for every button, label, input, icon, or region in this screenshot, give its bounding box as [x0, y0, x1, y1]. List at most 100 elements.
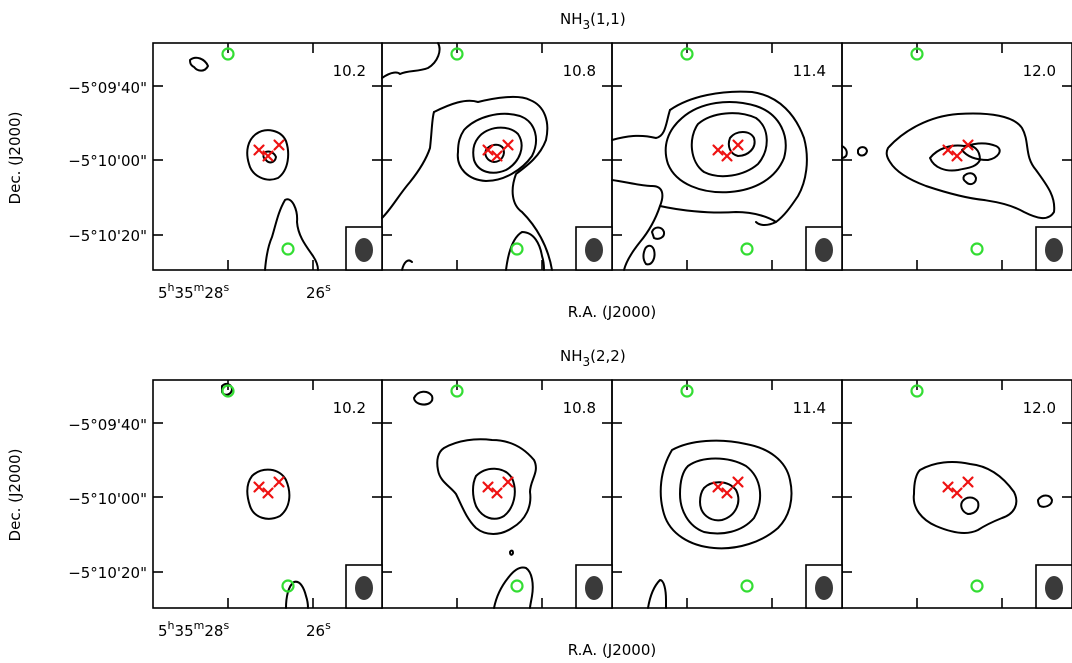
row1-x-tick-label: 26s: [306, 281, 331, 302]
contour: [472, 126, 523, 174]
reference-circle: [510, 579, 524, 593]
contour: [264, 198, 319, 271]
cross-stroke: [721, 487, 733, 499]
reference-circle: [510, 242, 524, 256]
reference-circle: [281, 242, 295, 256]
source-cross: [273, 139, 285, 151]
contour: [436, 438, 537, 535]
row2-y-tick-label: −5°10'00": [68, 490, 147, 508]
cross-stroke: [712, 481, 724, 493]
cross-stroke: [491, 487, 503, 499]
beam-markers: [345, 226, 1072, 609]
source-cross: [712, 481, 724, 493]
cross-stroke: [732, 139, 744, 151]
source-cross: [253, 144, 265, 156]
contour: [611, 109, 671, 141]
source-cross: [482, 144, 494, 156]
source-cross: [491, 150, 503, 162]
contour: [246, 468, 291, 520]
source-cross: [951, 487, 963, 499]
source-cross: [942, 481, 954, 493]
contour: [690, 112, 768, 178]
velocity-label: 12.0: [1023, 399, 1056, 417]
source-cross: [732, 476, 744, 488]
reference-circle: [970, 242, 984, 256]
contour: [912, 461, 1018, 534]
row2-y-axis-label: Dec. (J2000): [6, 449, 24, 542]
contour: [413, 390, 434, 406]
reference-markers: [221, 47, 984, 593]
contour: [484, 143, 505, 163]
reference-circle: [910, 47, 924, 61]
velocity-label: 10.2: [333, 62, 366, 80]
contour: [189, 56, 209, 72]
contour: [647, 579, 668, 609]
row1-x-tick-label: 5h35m28s: [158, 281, 229, 302]
contour: [1037, 494, 1053, 508]
contour: [960, 496, 980, 515]
velocity-label: 12.0: [1023, 62, 1056, 80]
reference-circle: [680, 47, 694, 61]
contour: [857, 146, 868, 157]
contour: [659, 439, 793, 550]
beam-box: [805, 226, 843, 271]
reference-circle: [910, 384, 924, 398]
cross-stroke: [253, 481, 265, 493]
contour: [246, 129, 290, 181]
source-cross: [502, 139, 514, 151]
cross-stroke: [962, 139, 974, 151]
source-cross: [273, 476, 285, 488]
contour: [885, 112, 1056, 219]
contour: [962, 172, 977, 186]
row2-y-tick-label: −5°09'40": [68, 416, 147, 434]
cross-stroke: [491, 150, 503, 162]
panel-r1-c2: 10.8: [381, 42, 613, 271]
panel-r2-c4: 12.0: [841, 379, 1072, 609]
cross-stroke: [502, 139, 514, 151]
beam-ellipse: [585, 576, 603, 600]
beam-box: [1035, 564, 1072, 609]
cross-stroke: [951, 150, 963, 162]
contour: [727, 131, 756, 157]
cross-stroke: [962, 476, 974, 488]
row1-y-tick-label: −5°10'20": [68, 227, 147, 245]
contour: [679, 457, 762, 535]
reference-circle: [680, 384, 694, 398]
beam-ellipse: [815, 238, 833, 262]
source-cross: [732, 139, 744, 151]
beam-ellipse: [355, 238, 373, 262]
row2-x-tick-label: 26s: [306, 619, 331, 640]
panel-r2-c3: 11.4: [611, 379, 843, 609]
contour: [642, 244, 656, 266]
source-cross: [491, 487, 503, 499]
contour: [699, 481, 740, 522]
beam-ellipse: [1045, 576, 1063, 600]
velocity-label: 11.4: [793, 399, 826, 417]
contour: [472, 467, 516, 520]
cross-stroke: [262, 150, 274, 162]
contour: [659, 205, 777, 223]
row1-y-axis-label: Dec. (J2000): [6, 112, 24, 205]
beam-ellipse: [355, 576, 373, 600]
cross-stroke: [262, 487, 274, 499]
cross-stroke: [942, 481, 954, 493]
source-cross: [721, 487, 733, 499]
source-cross: [253, 481, 265, 493]
velocity-label: 10.2: [333, 399, 366, 417]
beam-ellipse: [1045, 238, 1063, 262]
source-cross: [962, 476, 974, 488]
reference-circle: [740, 242, 754, 256]
reference-circle: [740, 579, 754, 593]
contour: [381, 42, 441, 79]
row1-y-tick-label: −5°09'40": [68, 79, 147, 97]
row2-x-tick-label: 5h35m28s: [158, 619, 229, 640]
row1-y-tick-label: −5°10'00": [68, 152, 147, 170]
contour: [961, 142, 1001, 161]
contour: [664, 101, 787, 194]
contour: [381, 111, 435, 219]
reference-circle: [281, 579, 295, 593]
contour: [651, 226, 666, 240]
row2-x-axis-label: R.A. (J2000): [568, 641, 657, 659]
source-cross: [712, 144, 724, 156]
